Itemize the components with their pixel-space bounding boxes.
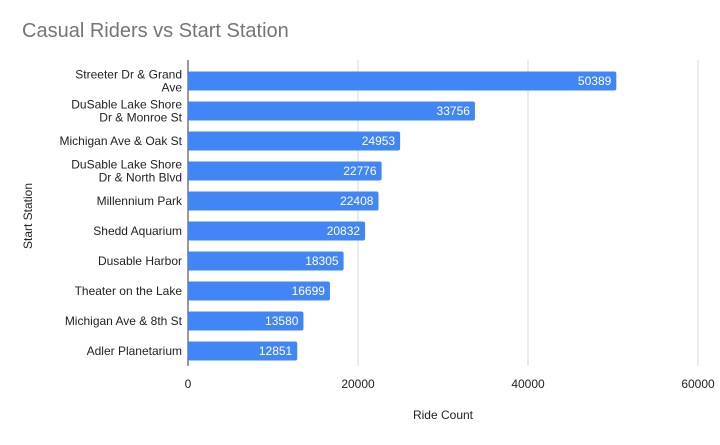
- category-labels: Streeter Dr & Grand Ave DuSable Lake Shore…: [59, 68, 183, 359]
- y-axis-title: Start Station: [21, 183, 35, 249]
- x-tick-label: 0: [185, 377, 192, 391]
- category-label: Michigan Ave & 8th St: [65, 314, 183, 328]
- bar: [188, 101, 475, 121]
- bar: [188, 131, 401, 151]
- data-label: 16699: [292, 284, 326, 298]
- data-label: 13580: [265, 314, 299, 328]
- bar: [188, 191, 379, 211]
- x-tick-label: 60000: [681, 377, 715, 391]
- data-label: 22776: [343, 164, 377, 178]
- data-label: 24953: [362, 134, 396, 148]
- data-label: 33756: [437, 104, 471, 118]
- bar: [188, 71, 617, 91]
- bar: [188, 251, 344, 271]
- category-label: Millennium Park: [97, 194, 183, 208]
- category-label: Streeter Dr & Grand Ave: [75, 68, 182, 95]
- category-label: DuSable Lake Shore Dr & North Blvd: [71, 158, 182, 185]
- category-label: Dusable Harbor: [98, 254, 182, 268]
- data-label: 12851: [259, 344, 293, 358]
- data-label: 50389: [578, 74, 612, 88]
- category-label: Theater on the Lake: [75, 284, 183, 298]
- data-label: 22408: [340, 194, 374, 208]
- bar: [188, 281, 330, 301]
- chart-title: Casual Riders vs Start Station: [22, 20, 289, 42]
- bars: 50389 33756 24953 22776 22408 20832 18305 16699…: [188, 71, 617, 361]
- category-label: Shedd Aquarium: [93, 224, 182, 238]
- x-axis-title: Ride Count: [413, 408, 474, 422]
- data-label: 18305: [305, 254, 339, 268]
- bar: [188, 161, 382, 181]
- x-tick-label: 40000: [511, 377, 545, 391]
- x-tick-label: 20000: [341, 377, 375, 391]
- data-label: 20832: [327, 224, 361, 238]
- bar: [188, 221, 366, 241]
- category-label: Michigan Ave & Oak St: [59, 134, 182, 148]
- bar: [188, 311, 304, 331]
- bar: [188, 341, 298, 361]
- category-label: DuSable Lake Shore Dr & Monroe St: [71, 98, 182, 125]
- x-tick-labels: 0 20000 40000 60000: [185, 377, 715, 391]
- category-label: Adler Planetarium: [87, 344, 182, 358]
